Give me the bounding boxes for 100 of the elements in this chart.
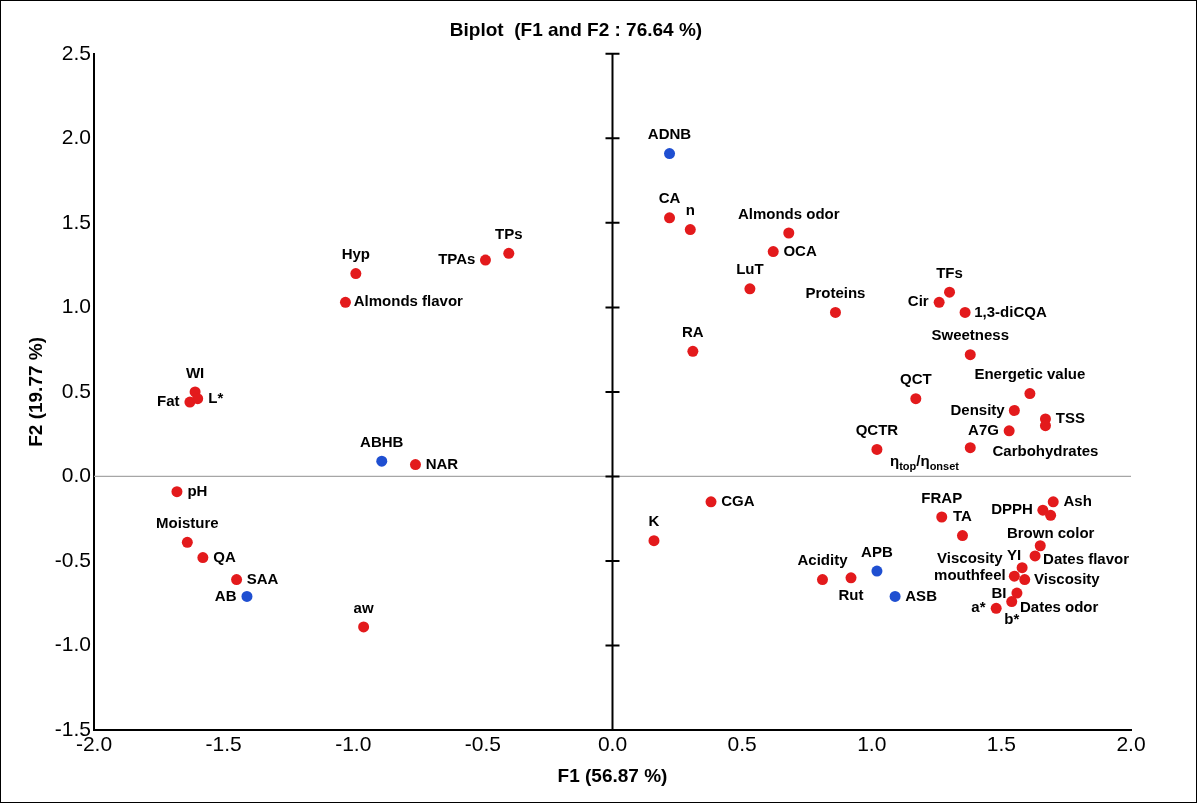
annotation: Brown color [1006,523,1095,541]
annotation: Energetic value [974,365,1086,383]
point [964,442,976,454]
annotation: Hyp [341,245,371,263]
point [358,621,370,633]
point [990,602,1002,614]
annotation: DPPH [991,500,1033,518]
annotation: TPs [495,224,523,242]
point [829,306,841,318]
point [964,349,976,361]
point [956,530,968,542]
point [783,227,795,239]
point [1003,425,1015,437]
annotation: b* [1004,610,1020,628]
point [1037,504,1049,516]
annotation: pH [187,481,208,499]
annotation: Ash [1063,491,1092,509]
point [687,345,699,357]
annotation: aw [353,598,374,616]
annotation: SAA [246,569,279,587]
annotation: TFs [936,263,963,281]
point [231,574,243,586]
annotation: LuT [736,260,764,278]
point [181,536,193,548]
annotation: Carbohydrates [992,441,1099,459]
point [648,535,660,547]
annotation: ASB [905,586,938,604]
point [910,393,922,405]
annotation: QCT [899,370,932,388]
point [871,565,883,577]
annotation: Almonds flavor [353,292,464,310]
annotation: YI [1007,546,1022,564]
point [1029,550,1041,562]
y-tick-label: 1.5 [61,209,91,233]
annotation: OCA [783,241,817,259]
point [1008,570,1020,582]
annotation: TPAs [438,250,476,268]
y-tick-label: 0.5 [61,378,91,402]
annotation: QCTR [855,421,899,439]
point [409,459,421,471]
annotation: K [648,512,660,530]
annotation: FRAP [921,488,963,506]
point [1019,574,1031,586]
annotation: CA [658,189,681,207]
x-tick-label: -1.0 [335,732,372,756]
annotation: n [685,201,695,219]
point [816,574,828,586]
annotation: Cir [907,292,929,310]
point [684,224,696,236]
annotation: AB [214,586,237,604]
annotation: Rut [838,586,864,604]
annotation: Density [950,400,1006,418]
point [1024,388,1036,400]
point [171,486,183,498]
annotation: Fat [156,392,180,410]
annotation: Proteins [805,284,866,302]
x-tick-label: -1.5 [205,732,242,756]
annotation: Almonds odor [737,204,840,222]
point [197,552,209,564]
annotation: ADNB [647,125,692,143]
y-axis-title: F2 (19.77 %) [24,336,46,447]
x-tick-label: 0.5 [727,732,757,756]
point [503,247,515,259]
point [959,306,971,318]
x-tick-label: 1.5 [986,732,1016,756]
point [1016,562,1028,574]
point [767,246,779,258]
point [845,572,857,584]
point [889,590,901,602]
point [944,286,956,298]
annotation: APB [861,542,893,560]
point [192,393,204,405]
annotation: Sweetness [931,326,1010,344]
annotation: Viscosity mouthfeel [934,549,1006,584]
annotation: BI [991,584,1007,602]
point [241,590,253,602]
point [664,148,676,160]
annotation: L* [208,388,224,406]
point [339,296,351,308]
point [933,296,945,308]
annotation: A7G [968,420,999,438]
annotation: Acidity [797,551,849,569]
annotation: 1,3-diCQA [974,302,1047,320]
chart-title: Biplot (F1 and F2 : 76.64 %) [449,18,703,40]
point [705,496,717,508]
x-tick-label: -0.5 [464,732,501,756]
point [1008,405,1020,416]
annotation: WI [185,363,205,381]
annotation: CGA [721,491,755,509]
point [376,455,388,467]
point [350,268,362,280]
y-tick-label: 2.5 [61,40,91,64]
annotation: ABHB [360,432,404,450]
point [479,254,491,266]
x-tick-label: 1.0 [857,732,887,756]
annotation: a* [971,598,986,616]
point [664,212,676,224]
annotation: Dates flavor [1043,550,1130,568]
annotation: TA [953,507,973,525]
point [1045,509,1057,521]
